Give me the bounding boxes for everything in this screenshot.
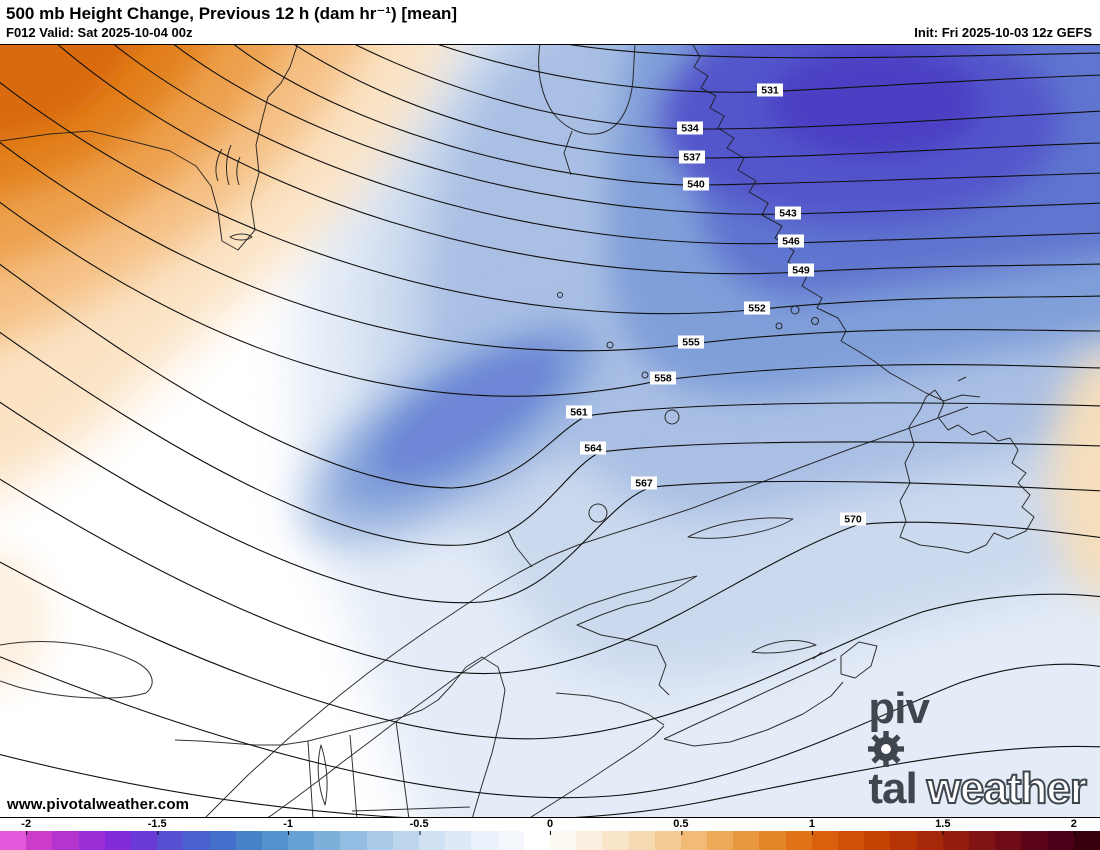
colorbar-segment	[1021, 831, 1048, 850]
colorbar-segment	[1073, 831, 1100, 850]
logo-text-piv: piv	[868, 684, 930, 733]
contour-label: 540	[683, 177, 709, 191]
contour-label: 561	[566, 405, 592, 419]
tick-label: -1.5	[147, 818, 167, 835]
logo-text-tal: tal	[868, 764, 917, 813]
contour-label: 570	[840, 512, 866, 526]
contour-label: 537	[679, 150, 705, 164]
colorbar-segment	[52, 831, 79, 850]
svg-text:549: 549	[792, 265, 810, 277]
tick-label: 2	[1070, 818, 1077, 835]
colorbar-segment	[235, 831, 262, 850]
svg-text:531: 531	[761, 85, 779, 97]
logo-text-weather: weather	[926, 764, 1088, 813]
colorbar-segment	[419, 831, 446, 850]
tick-label: -0.5	[409, 818, 429, 835]
contour-label: 567	[631, 476, 657, 490]
colorbar-segment	[130, 831, 158, 850]
colorbar-segment	[340, 831, 367, 850]
contour-label: 564	[580, 441, 606, 455]
svg-text:540: 540	[687, 179, 705, 191]
tick-label: 0	[546, 818, 554, 835]
colorbar-segment	[759, 831, 786, 850]
colorbar-tick-labels: -2 -1.5 -1 -0.5 0 0.5 1 1.5 2	[0, 818, 1100, 835]
colorbar-segment	[366, 831, 393, 850]
page-title: 500 mb Height Change, Previous 12 h (dam…	[6, 4, 458, 23]
coastlines	[0, 45, 1035, 817]
contour-label: 555	[678, 335, 704, 349]
svg-text:555: 555	[682, 337, 700, 349]
colorbar-segment	[680, 831, 708, 850]
colorbar-segment	[1047, 831, 1074, 850]
colorbar-segment	[78, 831, 105, 850]
colorbar-segment	[995, 831, 1022, 850]
colorbar-segment	[157, 831, 184, 850]
tick-label: -2	[21, 818, 32, 835]
colorbar-segment	[26, 831, 53, 850]
svg-text:534: 534	[681, 123, 699, 135]
tick-label: 0.5	[673, 818, 689, 835]
watermark-url: www.pivotalweather.com	[3, 795, 194, 814]
colorbar-segment	[445, 831, 472, 850]
contour-label: 558	[650, 371, 676, 385]
colorbar-segment	[288, 831, 315, 850]
colorbar-segment	[890, 831, 917, 850]
tick-label: 1	[808, 818, 815, 835]
contour-label: 531	[757, 83, 783, 97]
colorbar-segment	[314, 831, 341, 850]
contour-label: 552	[744, 301, 770, 315]
colorbar-segment	[968, 831, 996, 850]
tick-label: -1	[283, 818, 293, 835]
svg-text:552: 552	[748, 303, 766, 315]
colorbar-segment	[549, 831, 577, 850]
svg-text:543: 543	[779, 208, 797, 220]
svg-text:546: 546	[782, 236, 800, 248]
colorbar-segment	[392, 831, 419, 850]
contour-label: 546	[778, 234, 804, 248]
colorbar-segment	[261, 831, 289, 850]
map-graphic: 531 534 537 540 543 546 549 552 555 558 …	[0, 45, 1100, 817]
svg-text:570: 570	[844, 514, 862, 526]
tick-label: 1.5	[935, 818, 951, 835]
colorbar: -2 -1.5 -1 -0.5 0 0.5 1 1.5 2	[0, 817, 1100, 850]
colorbar-segment	[576, 831, 603, 850]
contour-label: 534	[677, 121, 703, 135]
colorbar-segment	[654, 831, 681, 850]
colorbar-segment	[209, 831, 236, 850]
pivotal-weather-logo: piv tal weather	[868, 684, 1088, 813]
colorbar-segment	[916, 831, 943, 850]
svg-text:558: 558	[654, 373, 672, 385]
gear-icon	[868, 731, 905, 767]
init-time-label: Init: Fri 2025-10-03 12z GEFS	[914, 25, 1092, 40]
colorbar-segment	[523, 831, 550, 850]
colorbar-segment	[707, 831, 734, 850]
svg-text:567: 567	[635, 478, 653, 490]
contour-labels: 531 534 537 540 543 546 549 552 555 558 …	[566, 83, 866, 526]
colorbar-segment	[602, 831, 629, 850]
svg-text:561: 561	[570, 407, 588, 419]
contour-label: 543	[775, 206, 801, 220]
colorbar-gradient-strip	[0, 831, 1100, 850]
colorbar-segment	[838, 831, 865, 850]
contour-label: 549	[788, 263, 814, 277]
svg-text:537: 537	[683, 152, 701, 164]
colorbar-segment	[811, 831, 838, 850]
map-canvas: 531 534 537 540 543 546 549 552 555 558 …	[0, 45, 1100, 817]
colorbar-segment	[497, 831, 524, 850]
valid-time-label: F012 Valid: Sat 2025-10-04 00z	[6, 25, 193, 40]
colorbar-segment	[628, 831, 655, 850]
colorbar-segment	[183, 831, 210, 850]
map-header: 500 mb Height Change, Previous 12 h (dam…	[0, 0, 1100, 45]
colorbar-segment	[733, 831, 760, 850]
colorbar-segment	[104, 831, 131, 850]
colorbar-segment	[864, 831, 891, 850]
colorbar-segment	[785, 831, 812, 850]
colorbar-segment	[942, 831, 969, 850]
svg-text:564: 564	[584, 443, 602, 455]
colorbar-segment	[0, 831, 27, 850]
colorbar-segment	[471, 831, 498, 850]
